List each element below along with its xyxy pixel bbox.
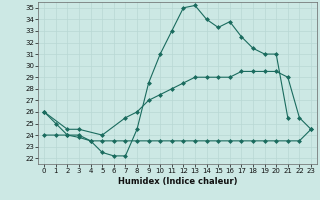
X-axis label: Humidex (Indice chaleur): Humidex (Indice chaleur) <box>118 177 237 186</box>
